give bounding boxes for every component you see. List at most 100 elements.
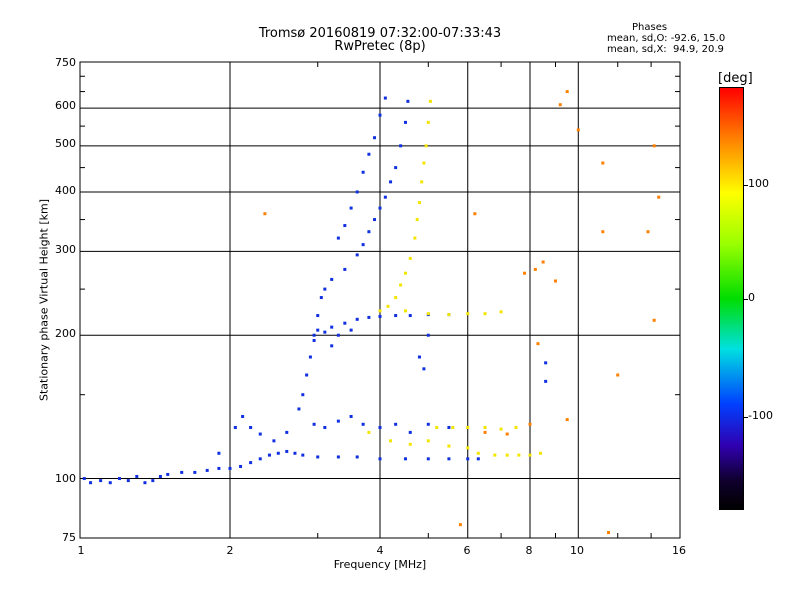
data-point [417,355,421,359]
y-axis-label: Stationary phase Virtual Height [km] [37,198,51,402]
data-point [426,312,430,316]
data-point [403,271,407,275]
chart-title: Tromsø 20160819 07:32:00-07:33:43 [258,26,502,41]
data-point [378,206,382,210]
data-point [228,466,232,470]
data-point [82,477,86,481]
data-point [301,453,305,457]
data-point [285,449,289,453]
data-point [143,481,147,485]
data-point [483,312,487,316]
data-point [336,455,340,459]
data-point [541,260,545,264]
colorbar-tick [743,299,748,300]
data-point [422,367,426,371]
data-point [435,425,439,429]
data-point [536,342,540,346]
data-point [483,430,487,434]
data-point [355,455,359,459]
data-point [323,287,327,291]
data-point [373,218,377,222]
data-point [447,457,451,461]
data-point [394,296,398,300]
x-tick-label: 10 [570,544,584,557]
data-point [323,330,327,334]
data-point [378,113,382,117]
data-point [386,304,390,308]
data-point [466,425,470,429]
data-point [422,161,426,165]
y-tick-label: 600 [55,99,76,112]
data-point [514,425,518,429]
data-point [249,425,253,429]
data-point [330,325,334,329]
data-point [558,103,562,107]
data-point [408,442,412,446]
data-point [447,313,451,317]
data-point [349,328,353,332]
data-point [389,439,393,443]
data-point [336,236,340,240]
colorbar-tick-label: -100 [748,409,773,422]
data-point [193,470,197,474]
data-point [355,317,359,321]
data-point [652,144,656,148]
colorbar-unit: [deg] [718,71,753,86]
data-point [539,451,543,455]
data-point [272,439,276,443]
data-point [239,464,243,468]
y-tick-label: 500 [55,137,76,150]
data-point [361,422,365,426]
data-point [406,99,410,103]
data-point [297,407,301,411]
colorbar-tick-label: 0 [748,291,755,304]
data-point [499,310,503,314]
data-point [285,430,289,434]
data-point [601,230,605,234]
colorbar [719,87,744,510]
data-point [99,479,103,483]
data-point [426,457,430,461]
data-point [447,444,451,448]
x-tick-label: 8 [525,544,533,557]
data-point [312,338,316,342]
data-point [151,479,155,483]
data-point [394,166,398,170]
data-point [652,318,656,322]
data-point [217,451,221,455]
data-point [408,256,412,260]
data-point [399,144,403,148]
data-point [601,161,605,165]
data-point [394,422,398,426]
data-point [389,180,393,184]
data-point [378,309,382,313]
y-tick-label: 200 [55,327,76,340]
data-point [312,333,316,337]
data-point [426,333,430,337]
colorbar-tick [743,417,748,418]
chart-subtitle: RwPretec (8p) [334,39,426,54]
data-point [316,314,320,318]
data-point [607,531,611,535]
data-point [576,128,580,132]
data-point [383,195,387,199]
data-point [158,474,162,478]
data-point [330,344,334,348]
data-point [205,468,209,472]
data-point [528,453,532,457]
x-tick-label: 2 [226,544,234,557]
data-point [293,451,297,455]
data-point [316,455,320,459]
data-point [476,451,480,455]
data-point [267,453,271,457]
data-point [349,206,353,210]
data-point [166,472,170,476]
data-point [263,212,267,216]
data-point [483,425,487,429]
data-point [258,457,262,461]
data-point [312,422,316,426]
data-point [355,253,359,257]
data-point [458,523,462,527]
data-point [426,422,430,426]
